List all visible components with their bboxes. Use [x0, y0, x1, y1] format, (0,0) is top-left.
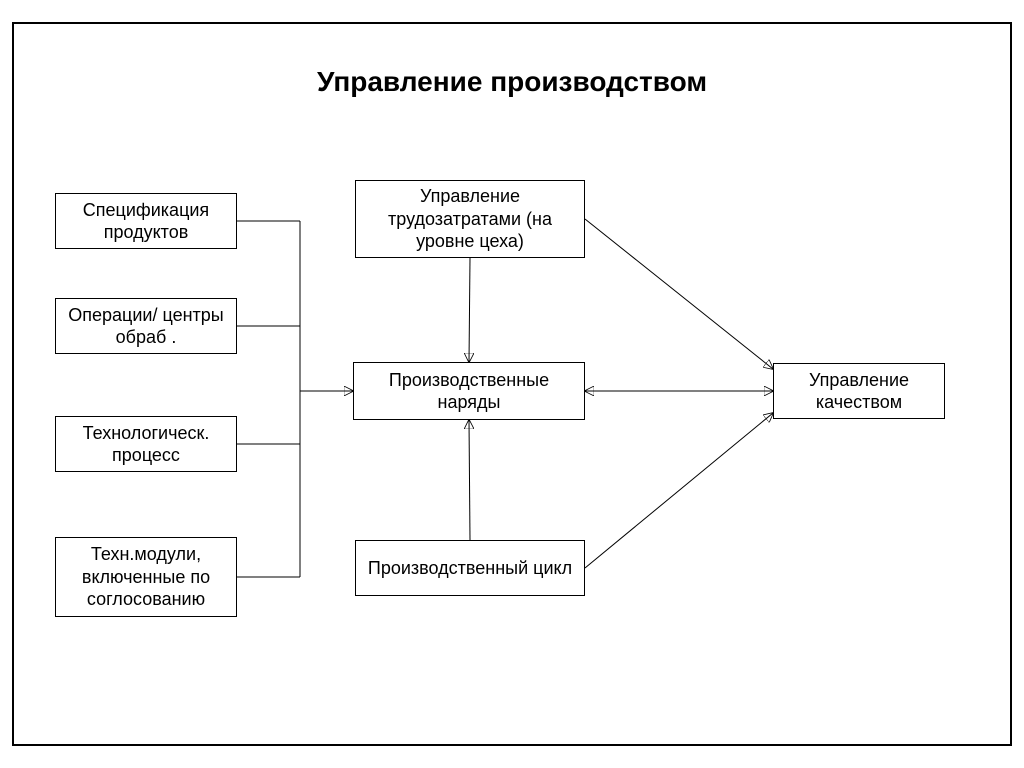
node-quality: Управление качеством: [773, 363, 945, 419]
node-modules: Техн.модули, включенные по соглосованию: [55, 537, 237, 617]
node-spec: Спецификация продуктов: [55, 193, 237, 249]
node-ops: Операции/ центры обраб .: [55, 298, 237, 354]
node-cycle: Производственный цикл: [355, 540, 585, 596]
node-tech: Технологическ. процесс: [55, 416, 237, 472]
node-orders: Производственные наряды: [353, 362, 585, 420]
page-title: Управление производством: [0, 66, 1024, 98]
node-labor: Управление трудозатратами (на уровне цех…: [355, 180, 585, 258]
